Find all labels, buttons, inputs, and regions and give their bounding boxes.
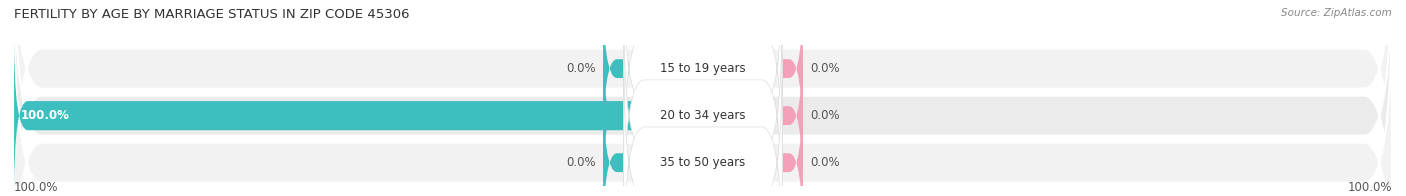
FancyBboxPatch shape [624, 10, 782, 196]
Text: FERTILITY BY AGE BY MARRIAGE STATUS IN ZIP CODE 45306: FERTILITY BY AGE BY MARRIAGE STATUS IN Z… [14, 8, 409, 21]
Text: 0.0%: 0.0% [567, 62, 596, 75]
FancyBboxPatch shape [624, 57, 782, 196]
FancyBboxPatch shape [14, 0, 1392, 196]
Text: 100.0%: 100.0% [21, 109, 70, 122]
Text: 35 to 50 years: 35 to 50 years [661, 156, 745, 169]
Text: 0.0%: 0.0% [810, 156, 839, 169]
Text: 100.0%: 100.0% [14, 181, 59, 194]
FancyBboxPatch shape [14, 36, 703, 195]
Text: 0.0%: 0.0% [810, 62, 839, 75]
Text: 0.0%: 0.0% [810, 109, 839, 122]
Text: 20 to 34 years: 20 to 34 years [661, 109, 745, 122]
Text: Source: ZipAtlas.com: Source: ZipAtlas.com [1281, 8, 1392, 18]
FancyBboxPatch shape [624, 0, 782, 174]
FancyBboxPatch shape [14, 0, 1392, 196]
Text: 100.0%: 100.0% [1347, 181, 1392, 194]
FancyBboxPatch shape [769, 78, 803, 196]
FancyBboxPatch shape [603, 0, 637, 153]
FancyBboxPatch shape [769, 0, 803, 153]
FancyBboxPatch shape [14, 0, 1392, 196]
Text: 0.0%: 0.0% [567, 156, 596, 169]
FancyBboxPatch shape [603, 31, 637, 196]
Text: 15 to 19 years: 15 to 19 years [661, 62, 745, 75]
FancyBboxPatch shape [769, 31, 803, 196]
Text: 100.0%: 100.0% [0, 109, 7, 122]
FancyBboxPatch shape [603, 78, 637, 196]
